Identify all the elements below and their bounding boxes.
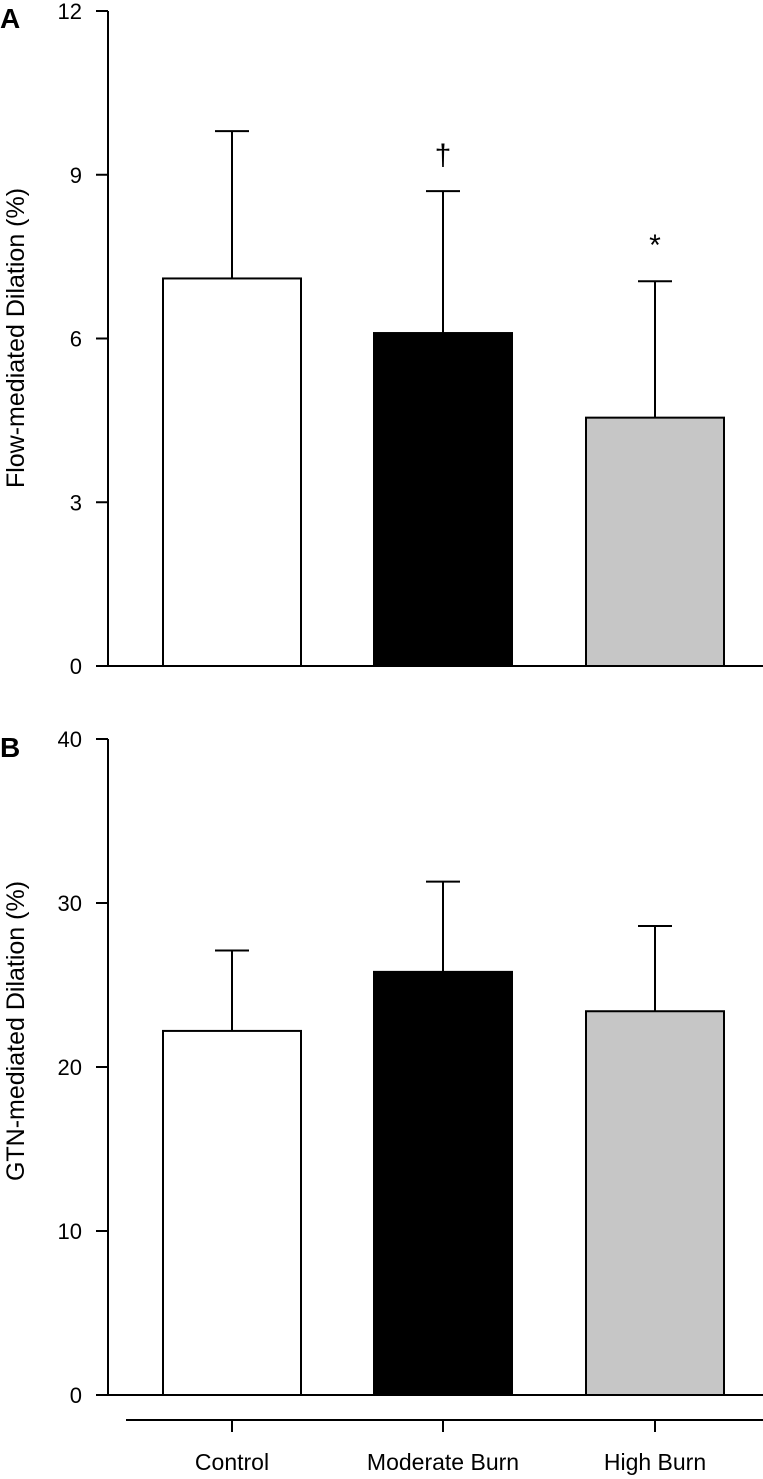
panel-a-bar-2 (585, 416, 725, 668)
panel-a-axes: 0 3 6 9 12 (58, 0, 763, 679)
panel-a-y-tick-label-4: 12 (58, 0, 82, 24)
x-category-label-1: Moderate Burn (367, 1449, 519, 1475)
panel-a-bar-1 (373, 332, 513, 667)
panel-b-y-tick-label-0: 0 (70, 1383, 82, 1408)
panel-b-y-tick-label-3: 30 (58, 891, 82, 916)
panel-a-y-axis-title: Flow-mediated Dilation (%) (2, 188, 30, 488)
panel-b-y-tick-label-4: 40 (58, 727, 82, 752)
panel-a-y-tick-label-1: 3 (70, 490, 82, 515)
x-category-label-2: High Burn (604, 1449, 706, 1475)
panel-b-y-axis-title: GTN-mediated Dilation (%) (2, 881, 30, 1181)
panel-b-bar-1 (373, 970, 513, 1396)
panel-a-bar-0 (162, 277, 302, 667)
panel-b-axes: 0 10 20 30 40 (58, 727, 763, 1408)
x-category-label-0: Control (195, 1449, 269, 1475)
panel-a-y-tick-label-3: 9 (70, 163, 82, 188)
panel-a-y-tick-label-0: 0 (70, 654, 82, 679)
shared-x-axis: Control Moderate Burn High Burn (126, 1419, 763, 1475)
panel-a-significance-mark-1: † (435, 139, 452, 172)
panel-b: B GTN-mediated Dilation (%) 0 10 20 30 40 (0, 727, 763, 1408)
panel-a-y-tick-label-2: 6 (70, 327, 82, 352)
panel-b-label: B (0, 732, 20, 763)
panel-a-significance-mark-2: * (649, 229, 661, 262)
panel-b-bar-2 (585, 1010, 725, 1396)
panel-b-y-tick-label-1: 10 (58, 1219, 82, 1244)
panel-b-bars (162, 880, 725, 1397)
panel-a-label: A (0, 3, 20, 34)
panel-b-y-tick-label-2: 20 (58, 1055, 82, 1080)
panel-a-bars: †* (162, 130, 725, 668)
panel-b-bar-0 (162, 1029, 302, 1397)
